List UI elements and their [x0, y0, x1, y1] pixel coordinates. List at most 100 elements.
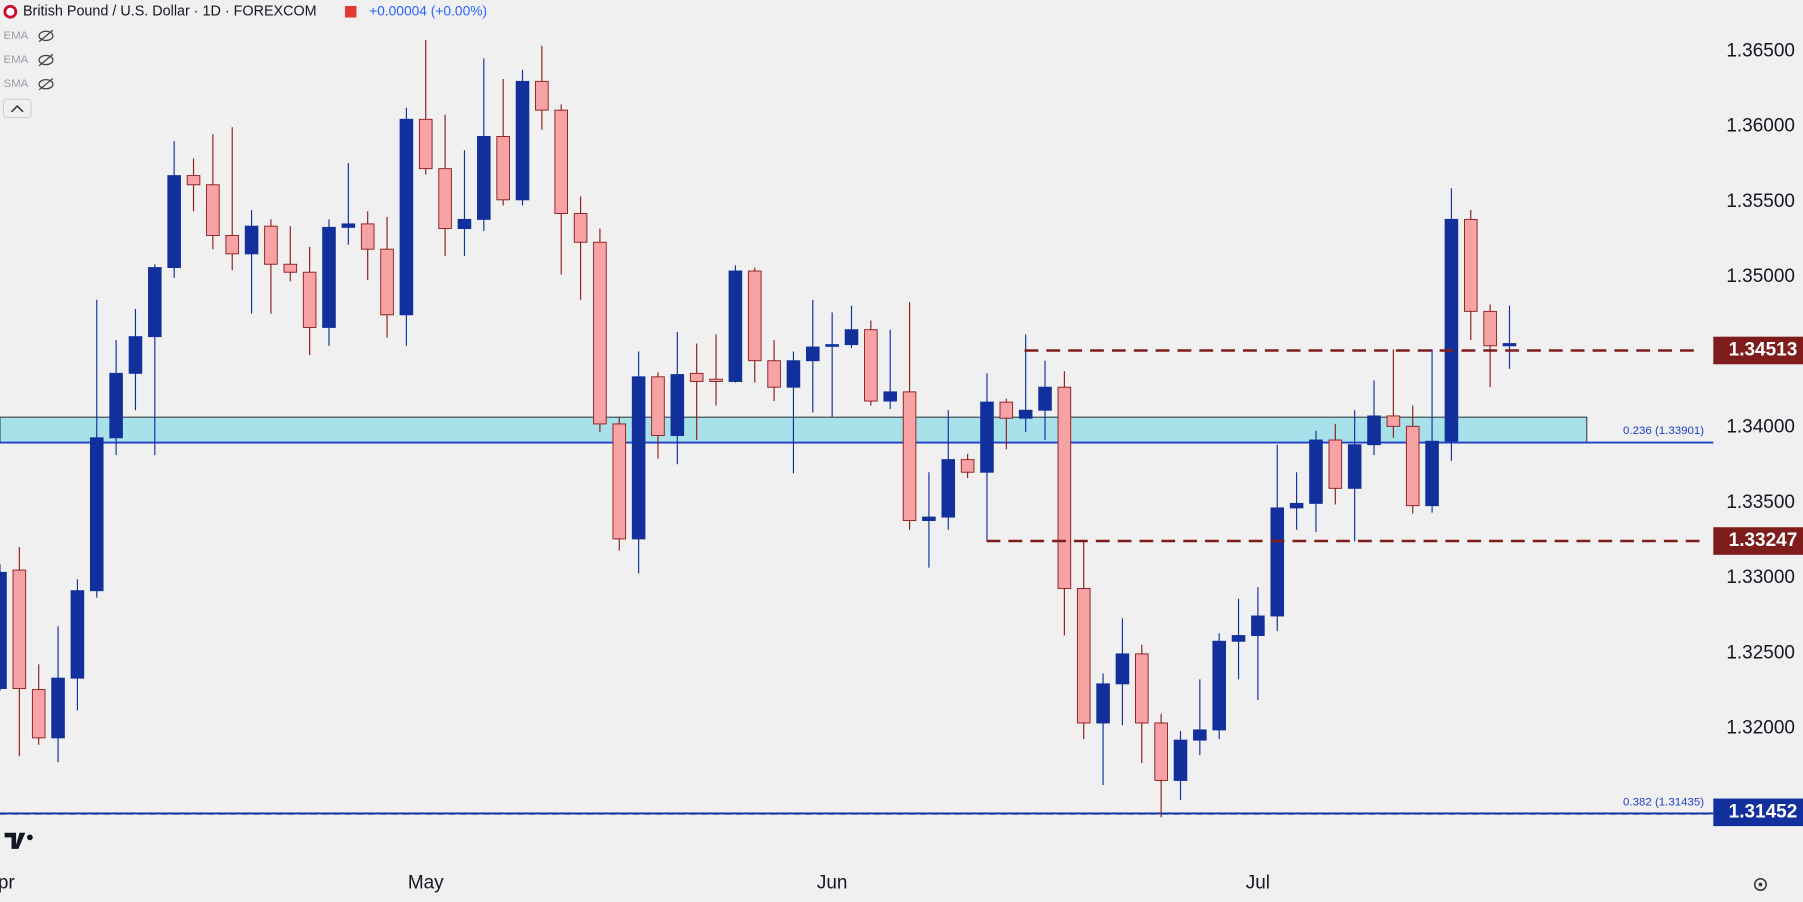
hidden-eye-icon[interactable] — [38, 78, 54, 90]
candle-body — [535, 80, 549, 111]
candle-body — [0, 571, 7, 689]
candle-body — [360, 223, 375, 250]
candle-body — [573, 213, 588, 243]
candle-body — [554, 109, 569, 214]
candle-body — [786, 360, 801, 388]
x-tick-label: Jun — [817, 872, 848, 893]
market-status[interactable] — [344, 5, 357, 18]
candle-body — [922, 516, 936, 522]
candle-body — [1193, 729, 1207, 741]
logo-icon[interactable] — [4, 832, 26, 849]
hidden-eye-icon — [38, 53, 54, 67]
flag-icon — [6, 7, 15, 16]
collapse-button[interactable] — [2, 98, 32, 119]
candle-body — [825, 344, 839, 347]
candle-body — [941, 459, 956, 518]
candle-body — [1483, 310, 1497, 347]
candle-body — [186, 175, 201, 186]
candle-body — [1502, 343, 1517, 347]
candle-body — [631, 376, 646, 540]
candle-body — [1231, 635, 1246, 642]
fib-label: 0.382 (1.31435) — [1623, 796, 1704, 808]
candle-body — [128, 336, 143, 374]
x-tick-label: Apr — [0, 872, 15, 893]
candle-body — [747, 270, 762, 362]
candle-body — [515, 80, 530, 201]
candle-body — [980, 401, 994, 473]
candle-body — [457, 218, 472, 230]
candle-body — [1154, 722, 1168, 781]
candle-body — [728, 270, 743, 382]
candle-body — [1115, 653, 1130, 685]
candle-body — [1328, 439, 1343, 489]
settings-icon[interactable] — [1753, 878, 1767, 891]
candle-body — [244, 225, 259, 255]
candle-body — [864, 329, 878, 402]
candle-body — [960, 459, 975, 473]
candle-body — [1173, 739, 1188, 781]
y-tick-label: 1.33000 — [1726, 567, 1795, 588]
y-tick-label: 1.33500 — [1726, 492, 1795, 513]
y-tick-label: 1.35000 — [1726, 266, 1795, 287]
level-price-tag — [1713, 336, 1803, 365]
hidden-eye-icon — [38, 77, 54, 91]
candle-body — [399, 118, 414, 316]
hidden-eye-icon[interactable] — [38, 54, 54, 66]
indicator-label[interactable]: EMA — [3, 54, 28, 66]
candle-body — [1212, 640, 1226, 731]
candle-body — [31, 689, 46, 739]
settings-gear — [1758, 882, 1763, 887]
candle-body — [1386, 415, 1401, 427]
y-tick-label: 1.36500 — [1726, 40, 1795, 61]
candle-body — [70, 590, 85, 679]
indicator-label[interactable]: EMA — [3, 30, 28, 42]
candle-body — [593, 241, 607, 425]
candle-body — [902, 391, 917, 522]
candle-body — [1135, 653, 1149, 724]
candle-body — [341, 223, 356, 228]
fib-label: 0.236 (1.33901) — [1623, 425, 1704, 437]
price-axis — [1713, 0, 1803, 902]
candle-body — [1405, 425, 1420, 507]
candle-body — [283, 263, 298, 273]
candle-body — [206, 184, 220, 236]
candle-body — [1425, 440, 1439, 507]
y-tick-label: 1.36000 — [1726, 116, 1795, 137]
settings-gear[interactable] — [1753, 878, 1767, 891]
candle-body — [109, 372, 123, 439]
candle-body — [767, 360, 781, 388]
candle-body — [883, 391, 897, 402]
candle-body — [844, 329, 859, 346]
candle-body — [1038, 386, 1052, 411]
candle-body — [1444, 218, 1459, 442]
candle-body — [999, 401, 1014, 419]
candle-body — [612, 423, 627, 540]
candle-body — [1270, 507, 1285, 617]
candle-body — [322, 226, 336, 328]
x-tick-label: May — [408, 872, 444, 893]
symbol-title[interactable]: British Pound / U.S. Dollar · 1D · FOREX… — [23, 4, 317, 20]
candle-body — [380, 248, 394, 316]
hidden-eye-icon[interactable] — [38, 30, 54, 42]
y-tick-label: 1.35500 — [1726, 191, 1795, 212]
candle-body — [806, 346, 820, 362]
indicator-label[interactable]: SMA — [3, 78, 28, 90]
indicator-list: EMA EMA SMA — [3, 29, 54, 91]
candle-body — [302, 271, 317, 328]
candle-body — [477, 135, 491, 220]
y-tick-label: 1.34000 — [1726, 417, 1795, 438]
candle-body — [670, 374, 685, 436]
candle-body — [1309, 439, 1323, 504]
candle-body — [89, 437, 104, 592]
y-tick-label: 1.32500 — [1726, 642, 1795, 663]
candle-body — [1076, 587, 1091, 724]
hidden-eye-icon — [38, 29, 54, 43]
tradingview-logo — [4, 832, 33, 849]
candle-body — [1289, 502, 1304, 509]
candle-body — [438, 168, 452, 230]
candle-body — [496, 135, 510, 201]
candle-body — [418, 118, 433, 170]
